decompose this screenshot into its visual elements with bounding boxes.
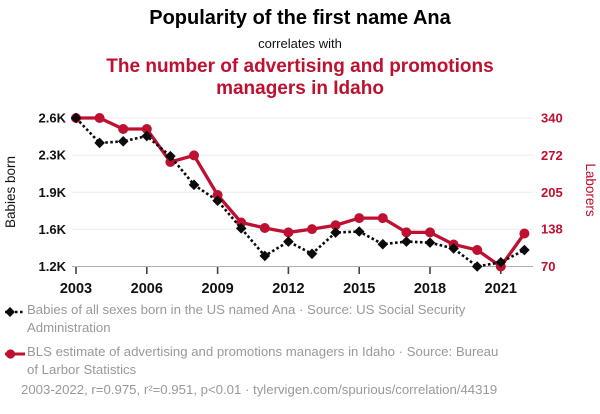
chart-title: Popularity of the first name Ana — [149, 7, 451, 29]
correlates-with-text: correlates with — [258, 36, 342, 51]
svg-text:2021: 2021 — [485, 281, 517, 297]
svg-text:1.2K: 1.2K — [39, 259, 67, 274]
stats-footer: 2003-2022, r=0.975, r²=0.951, p<0.01 · t… — [21, 382, 498, 397]
svg-text:1.9K: 1.9K — [39, 185, 67, 200]
legend-item-babies: Babies of all sexes born in the US named… — [3, 301, 593, 336]
legend-item-laborers: BLS estimate of advertising and promotio… — [3, 343, 593, 378]
black-diamond-marker-icon — [5, 307, 25, 317]
svg-text:2015: 2015 — [343, 281, 375, 297]
chart-subtitle: The number of advertising and promotions… — [106, 56, 494, 99]
legend: Babies of all sexes born in the US named… — [3, 301, 593, 385]
red-circle-marker-icon — [5, 349, 25, 359]
svg-text:Laborers: Laborers — [583, 163, 598, 217]
svg-text:2018: 2018 — [414, 281, 446, 297]
svg-text:205: 205 — [541, 185, 563, 200]
svg-text:2012: 2012 — [272, 281, 304, 297]
svg-text:1.6K: 1.6K — [39, 222, 67, 237]
svg-text:2.3K: 2.3K — [39, 148, 67, 163]
legend-label-laborers: BLS estimate of advertising and promotio… — [27, 344, 499, 377]
svg-text:272: 272 — [541, 148, 563, 163]
svg-text:Babies born: Babies born — [3, 156, 18, 228]
svg-text:70: 70 — [541, 259, 555, 274]
svg-text:2006: 2006 — [131, 281, 163, 297]
legend-label-babies: Babies of all sexes born in the US named… — [27, 302, 466, 335]
correlation-chart: 2.6K 2.3K 1.9K 1.6K 1.2K 340 272 205 138 70 2003 20… — [3, 111, 598, 298]
svg-text:2009: 2009 — [201, 281, 233, 297]
chart-header: Popularity of the first name Ana correla… — [0, 0, 600, 99]
svg-text:340: 340 — [541, 111, 563, 126]
svg-text:2003: 2003 — [60, 281, 92, 297]
svg-text:138: 138 — [541, 222, 563, 237]
svg-text:2.6K: 2.6K — [39, 111, 67, 126]
